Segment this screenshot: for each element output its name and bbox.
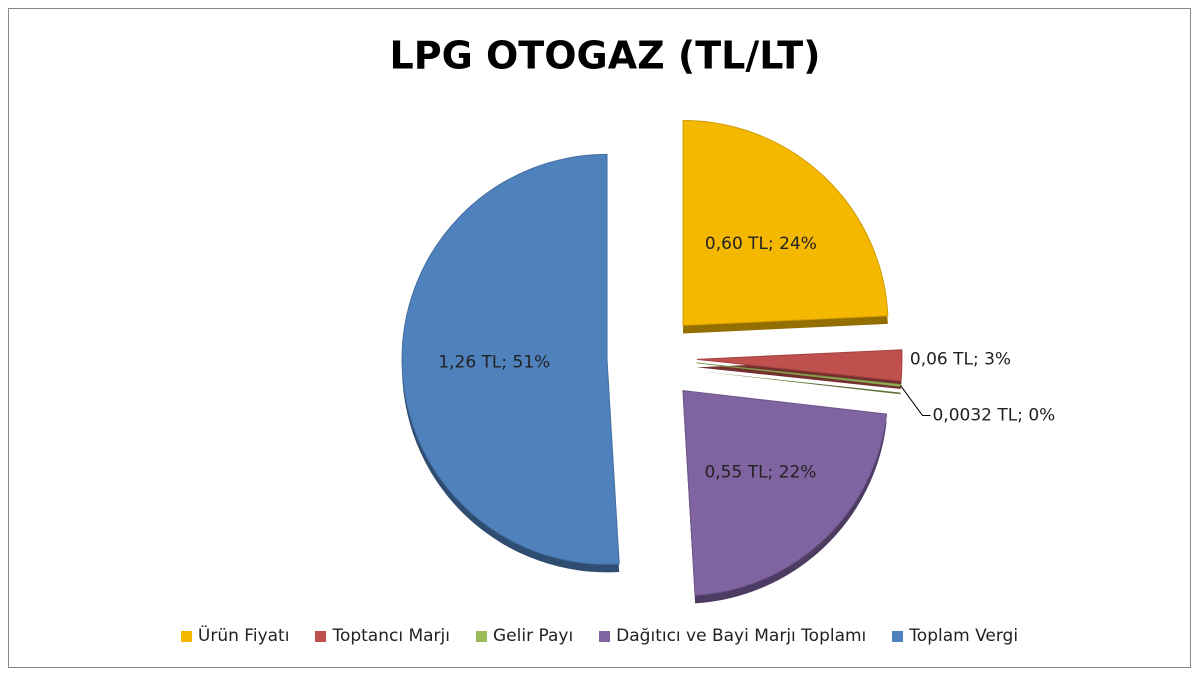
legend-item: Toplam Vergi <box>892 626 1018 646</box>
chart-title: LPG OTOGAZ (TL/LT) <box>390 34 821 78</box>
slice-depth <box>696 370 901 395</box>
leader-line <box>900 385 931 416</box>
legend-item: Ürün Fiyatı <box>180 626 290 646</box>
legend: Ürün Fiyatı Toptancı Marjı Gelir Payı Dağıt… <box>0 626 1199 646</box>
slice <box>401 153 620 565</box>
slice <box>682 119 889 326</box>
legend-label: Gelir Payı <box>493 626 574 646</box>
legend-swatch <box>315 630 327 642</box>
legend-swatch <box>892 630 904 642</box>
data-label: 1,26 TL; 51% <box>438 353 550 373</box>
legend-swatch <box>476 630 487 642</box>
legend-swatch <box>180 630 192 642</box>
legend-item: Toptancı Marjı <box>315 626 450 646</box>
slice <box>696 349 903 382</box>
legend-swatch <box>599 630 611 642</box>
data-label: 0,60 TL; 24% <box>705 234 817 254</box>
legend-item: Dağıtıcı ve Bayi Marjı Toplamı <box>599 626 866 646</box>
slice <box>682 390 888 596</box>
legend-label: Toplam Vergi <box>909 626 1019 646</box>
legend-label: Dağıtıcı ve Bayi Marjı Toplamı <box>616 626 867 646</box>
data-label: 0,0032 TL; 0% <box>932 405 1055 425</box>
legend-item: Gelir Payı <box>476 626 573 646</box>
legend-label: Ürün Fiyatı <box>197 626 290 646</box>
legend-label: Toptancı Marjı <box>332 626 450 646</box>
data-label: 0,06 TL; 3% <box>910 350 1011 370</box>
data-label: 0,55 TL; 22% <box>704 463 816 483</box>
